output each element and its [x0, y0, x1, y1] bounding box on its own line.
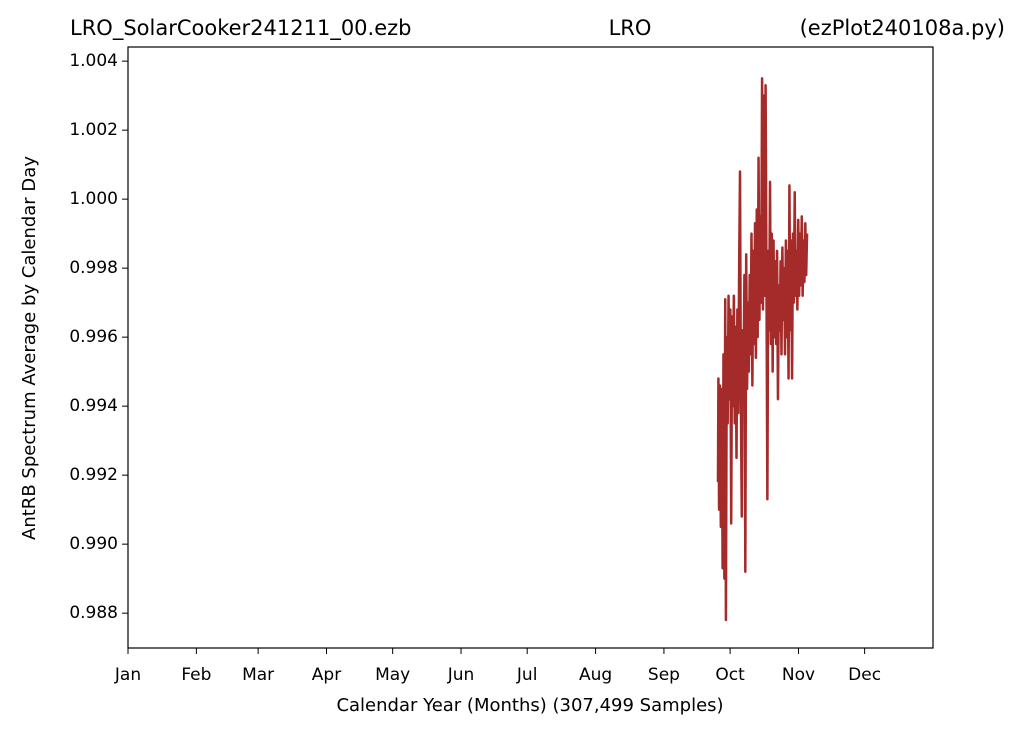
- x-tick-label: Sep: [648, 665, 680, 685]
- y-tick-label: 0.992: [69, 465, 118, 485]
- x-tick-label: May: [375, 665, 410, 685]
- y-tick-label: 0.990: [69, 534, 118, 554]
- x-tick-label: Dec: [848, 665, 881, 685]
- y-tick-label: 0.998: [69, 258, 118, 278]
- chart-title-left: LRO_SolarCooker241211_00.ezb: [70, 16, 412, 41]
- plot-frame: [127, 46, 934, 649]
- x-axis-label: Calendar Year (Months) (307,499 Samples): [336, 695, 723, 716]
- x-tick-label: Oct: [715, 665, 745, 685]
- y-tick-label: 1.000: [69, 189, 118, 209]
- x-tick-label: Feb: [181, 665, 211, 685]
- x-tick-label: Jan: [114, 665, 141, 685]
- chart-title-center: LRO: [609, 16, 652, 40]
- y-tick-label: 0.994: [69, 396, 118, 416]
- x-tick-label: Nov: [782, 665, 815, 685]
- y-axis-label: AntRB Spectrum Average by Calendar Day: [19, 156, 40, 540]
- data-line: [716, 77, 809, 622]
- x-tick-label: Mar: [242, 665, 274, 685]
- y-tick-label: 1.002: [69, 120, 118, 140]
- x-tick-label: Jul: [516, 665, 538, 685]
- x-tick-label: Aug: [579, 665, 612, 685]
- x-tick-label: Apr: [312, 665, 341, 685]
- y-tick-label: 0.988: [69, 603, 118, 623]
- x-tick-label: Jun: [447, 665, 475, 685]
- chart-title-right: (ezPlot240108a.py): [800, 16, 1005, 40]
- y-tick-label: 1.004: [69, 51, 118, 71]
- y-tick-label: 0.996: [69, 327, 118, 347]
